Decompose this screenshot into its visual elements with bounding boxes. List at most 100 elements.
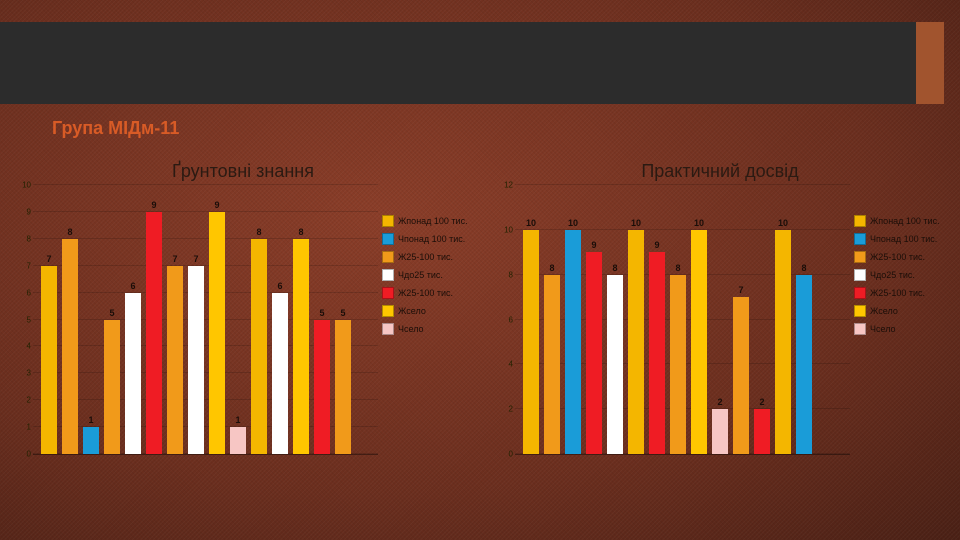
legend-label: Чпонад 100 тис. [398, 234, 465, 244]
ytick: 12 [495, 181, 513, 190]
bar-label: 7 [193, 254, 198, 264]
plot-left: 012345678910781569779186855 [33, 185, 378, 455]
slide: Група МІДм-11 Ґрунтовні знання 012345678… [0, 0, 960, 540]
legend-label: Чсело [398, 324, 424, 334]
bar: 5 [104, 320, 120, 455]
bar-label: 6 [130, 281, 135, 291]
bar: 10 [691, 230, 707, 454]
legend-label: Жсело [398, 306, 426, 316]
legend-row: Жсело [854, 305, 950, 317]
bar-label: 8 [612, 263, 617, 273]
legend-label: Чпонад 100 тис. [870, 234, 937, 244]
bar-label: 5 [340, 308, 345, 318]
bar-label: 9 [591, 240, 596, 250]
bar: 2 [712, 409, 728, 454]
legend-left: Жпонад 100 тис. Чпонад 100 тис. Ж25-100 ти… [382, 215, 478, 341]
legend-swatch [382, 323, 394, 335]
bar: 1 [83, 427, 99, 454]
bar-label: 10 [568, 218, 578, 228]
legend-row: Ж25-100 тис. [854, 251, 950, 263]
bar-label: 8 [67, 227, 72, 237]
accent-block [916, 22, 944, 104]
bar-label: 1 [235, 415, 240, 425]
bar-label: 9 [654, 240, 659, 250]
titlebar [0, 22, 920, 104]
ytick: 3 [13, 369, 31, 378]
legend-row: Ж25-100 тис. [382, 287, 478, 299]
legend-swatch [382, 305, 394, 317]
bar: 5 [314, 320, 330, 455]
legend-row: Жпонад 100 тис. [382, 215, 478, 227]
legend-swatch [382, 215, 394, 227]
legend-row: Чсело [382, 323, 478, 335]
bar-label: 6 [277, 281, 282, 291]
legend-swatch [382, 233, 394, 245]
chart-experience: Практичний досвід 0246810121081098109810… [490, 165, 950, 465]
bar: 8 [607, 275, 623, 454]
legend-label: Жпонад 100 тис. [870, 216, 940, 226]
legend-swatch [382, 269, 394, 281]
legend-row: Чдо25 тис. [854, 269, 950, 281]
bar-label: 2 [759, 397, 764, 407]
legend-row: Ж25-100 тис. [854, 287, 950, 299]
legend-row: Чсело [854, 323, 950, 335]
bar: 7 [41, 266, 57, 454]
bar: 7 [188, 266, 204, 454]
ytick: 10 [13, 181, 31, 190]
legend-swatch [854, 287, 866, 299]
ytick: 0 [495, 450, 513, 459]
bar: 9 [586, 252, 602, 454]
legend-swatch [854, 251, 866, 263]
legend-label: Жпонад 100 тис. [398, 216, 468, 226]
ytick: 8 [13, 234, 31, 243]
bar-label: 7 [172, 254, 177, 264]
ytick: 7 [13, 261, 31, 270]
bar: 6 [125, 293, 141, 454]
bar: 8 [670, 275, 686, 454]
legend-label: Ж25-100 тис. [398, 252, 453, 262]
bar: 2 [754, 409, 770, 454]
legend-swatch [382, 251, 394, 263]
ytick: 2 [13, 396, 31, 405]
bar-label: 9 [151, 200, 156, 210]
bar: 1 [230, 427, 246, 454]
bar-label: 5 [109, 308, 114, 318]
legend-label: Чсело [870, 324, 896, 334]
legend-row: Ж25-100 тис. [382, 251, 478, 263]
bar-label: 8 [256, 227, 261, 237]
bar-label: 5 [319, 308, 324, 318]
legend-label: Жсело [870, 306, 898, 316]
bar: 9 [649, 252, 665, 454]
bar-label: 8 [298, 227, 303, 237]
bar-label: 9 [214, 200, 219, 210]
bar: 8 [544, 275, 560, 454]
legend-swatch [854, 269, 866, 281]
legend-label: Чдо25 тис. [398, 270, 443, 280]
ytick: 0 [13, 450, 31, 459]
bar: 6 [272, 293, 288, 454]
bar-label: 10 [694, 218, 704, 228]
bar-label: 8 [675, 263, 680, 273]
bar: 5 [335, 320, 351, 455]
bar: 8 [62, 239, 78, 454]
plot-right: 0246810121081098109810272108 [515, 185, 850, 455]
ytick: 9 [13, 207, 31, 216]
ytick: 8 [495, 270, 513, 279]
bar: 8 [251, 239, 267, 454]
chart-title-left: Ґрунтовні знання [8, 161, 478, 182]
ytick: 1 [13, 423, 31, 432]
ytick: 6 [13, 288, 31, 297]
legend-label: Чдо25 тис. [870, 270, 915, 280]
ytick: 4 [13, 342, 31, 351]
bar: 9 [209, 212, 225, 454]
ytick: 5 [13, 315, 31, 324]
bar-label: 8 [801, 263, 806, 273]
legend-swatch [854, 233, 866, 245]
bar: 7 [167, 266, 183, 454]
bar: 10 [565, 230, 581, 454]
ytick: 2 [495, 405, 513, 414]
bar: 10 [775, 230, 791, 454]
bar-label: 10 [526, 218, 536, 228]
legend-swatch [854, 215, 866, 227]
bar: 10 [628, 230, 644, 454]
